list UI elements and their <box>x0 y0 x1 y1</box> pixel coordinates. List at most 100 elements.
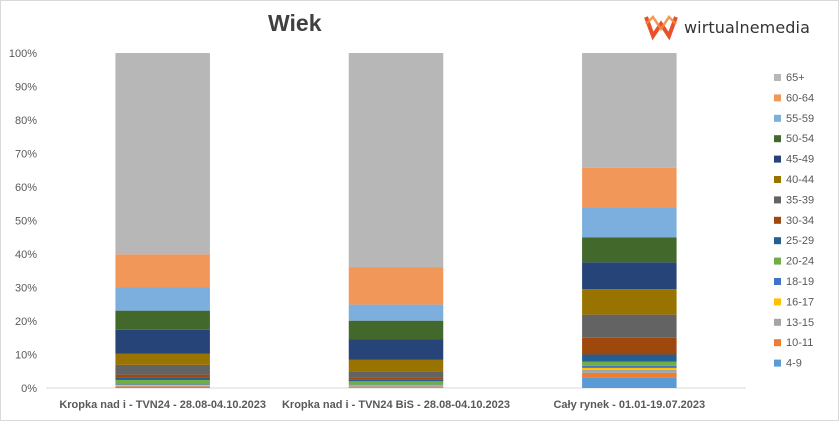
legend-label: 10-11 <box>786 337 813 349</box>
y-tick-label: 100% <box>9 48 37 60</box>
bar-segment-20-24 <box>348 381 444 385</box>
legend-label: 35-39 <box>786 194 814 206</box>
x-tick-label: Kropka nad i - TVN24 BiS - 28.08-04.10.2… <box>282 399 510 411</box>
bars <box>115 53 677 388</box>
bar-segment-40-44 <box>582 289 677 315</box>
x-tick-label: Cały rynek - 01.01-19.07.2023 <box>553 399 705 411</box>
bar-segment-35-39 <box>348 371 444 378</box>
legend-swatch <box>774 339 781 347</box>
bar-segment-30-34 <box>582 337 677 355</box>
bar-segment-30-34 <box>115 374 210 378</box>
chart-title: Wiek <box>268 10 322 36</box>
legend-swatch <box>774 196 781 204</box>
x-tick-label: Kropka nad i - TVN24 - 28.08-04.10.2023 <box>59 399 266 411</box>
bar-segment-4-9 <box>582 377 677 388</box>
legend-swatch <box>774 94 781 102</box>
bar-stack <box>348 53 444 388</box>
legend-label: 60-64 <box>786 92 814 104</box>
legend-label: 16-17 <box>786 296 814 308</box>
legend-swatch <box>774 135 781 143</box>
bar-segment-50-54 <box>115 310 210 330</box>
bar-segment-20-24 <box>115 379 210 385</box>
legend-swatch <box>774 278 781 285</box>
legend-swatch <box>774 359 781 367</box>
bar-segment-16-17 <box>582 367 677 370</box>
legend-swatch <box>774 114 781 122</box>
bar-stack <box>582 53 677 388</box>
legend: 65+ 60-64 55-59 50-54 45-49 40-44 35-39 30-34 25… <box>774 72 814 370</box>
y-axis: 0% 10% 20% 30% 40% 50% 60% 70% 80% 90% 100% <box>9 48 37 395</box>
bar-segment-10-11 <box>115 386 210 387</box>
y-tick-label: 0% <box>21 383 37 395</box>
bar-segment-13-15 <box>582 369 677 373</box>
wirtualnemedia-logo-icon <box>644 15 678 40</box>
x-axis-labels: Kropka nad i - TVN24 - 28.08-04.10.2023 K… <box>59 399 705 411</box>
bar-segment-60-64 <box>582 167 677 208</box>
bar-segment-20-24 <box>582 361 677 366</box>
legend-label: 4-9 <box>786 358 802 370</box>
y-tick-label: 20% <box>15 316 37 328</box>
bar-segment-45-49 <box>348 339 444 360</box>
bar-segment-16-17 <box>115 384 210 386</box>
legend-label: 45-49 <box>786 154 814 166</box>
legend-label: 18-19 <box>786 276 814 288</box>
bar-segment-50-54 <box>348 320 444 340</box>
bar-segment-45-49 <box>582 262 677 290</box>
y-tick-label: 40% <box>15 249 37 261</box>
y-tick-label: 90% <box>15 82 37 94</box>
legend-swatch <box>774 176 781 183</box>
legend-swatch <box>774 257 781 265</box>
bar-segment-55-59 <box>582 207 677 238</box>
brand-logo: wirtualnemedia <box>644 14 810 40</box>
legend-label: 30-34 <box>786 215 814 227</box>
bar-segment-55-59 <box>115 287 210 311</box>
y-tick-label: 30% <box>15 283 37 295</box>
bar-segment-4-9 <box>348 387 444 388</box>
bar-segment-50-54 <box>582 237 677 263</box>
bar-segment-13-15 <box>348 385 444 387</box>
legend-label: 40-44 <box>786 174 814 186</box>
bar-segment-25-29 <box>582 354 677 362</box>
brand-name: wirtualnemedia <box>684 17 810 37</box>
bar-segment-25-29 <box>348 379 444 382</box>
legend-swatch <box>774 318 781 326</box>
bar-segment-35-39 <box>115 364 210 375</box>
bar-segment-25-29 <box>115 377 210 380</box>
legend-swatch <box>774 237 781 245</box>
legend-swatch <box>774 216 781 224</box>
bar-segment-18-19 <box>582 365 677 368</box>
bar-segment-4-9 <box>115 386 210 388</box>
legend-label: 50-54 <box>786 133 814 145</box>
y-tick-label: 10% <box>15 350 37 362</box>
legend-swatch <box>774 155 781 163</box>
bar-segment-65+ <box>348 53 444 268</box>
legend-swatch <box>774 74 781 81</box>
bar-segment-18-19 <box>115 384 210 385</box>
y-tick-label: 60% <box>15 182 37 194</box>
legend-swatch <box>774 298 781 306</box>
bar-segment-16-17 <box>348 385 444 386</box>
y-tick-label: 50% <box>15 216 37 228</box>
bar-stack <box>115 53 210 388</box>
bar-segment-60-64 <box>348 267 444 305</box>
bar-segment-35-39 <box>582 314 677 338</box>
legend-label: 13-15 <box>786 317 814 329</box>
bar-segment-10-11 <box>582 372 677 378</box>
legend-label: 55-59 <box>786 113 814 125</box>
bar-segment-18-19 <box>348 384 444 386</box>
y-tick-label: 70% <box>15 149 37 161</box>
bar-segment-45-49 <box>115 329 210 354</box>
bar-segment-60-64 <box>115 254 210 288</box>
legend-label: 20-24 <box>786 256 814 268</box>
bar-segment-40-44 <box>115 353 210 365</box>
bar-segment-65+ <box>582 53 677 168</box>
bar-segment-65+ <box>115 53 210 255</box>
bar-segment-13-15 <box>115 385 210 387</box>
bar-segment-55-59 <box>348 304 444 321</box>
legend-label: 25-29 <box>786 235 814 247</box>
bar-segment-40-44 <box>348 359 444 372</box>
bar-segment-30-34 <box>348 377 444 380</box>
y-tick-label: 80% <box>15 115 37 127</box>
legend-label: 65+ <box>786 72 805 84</box>
